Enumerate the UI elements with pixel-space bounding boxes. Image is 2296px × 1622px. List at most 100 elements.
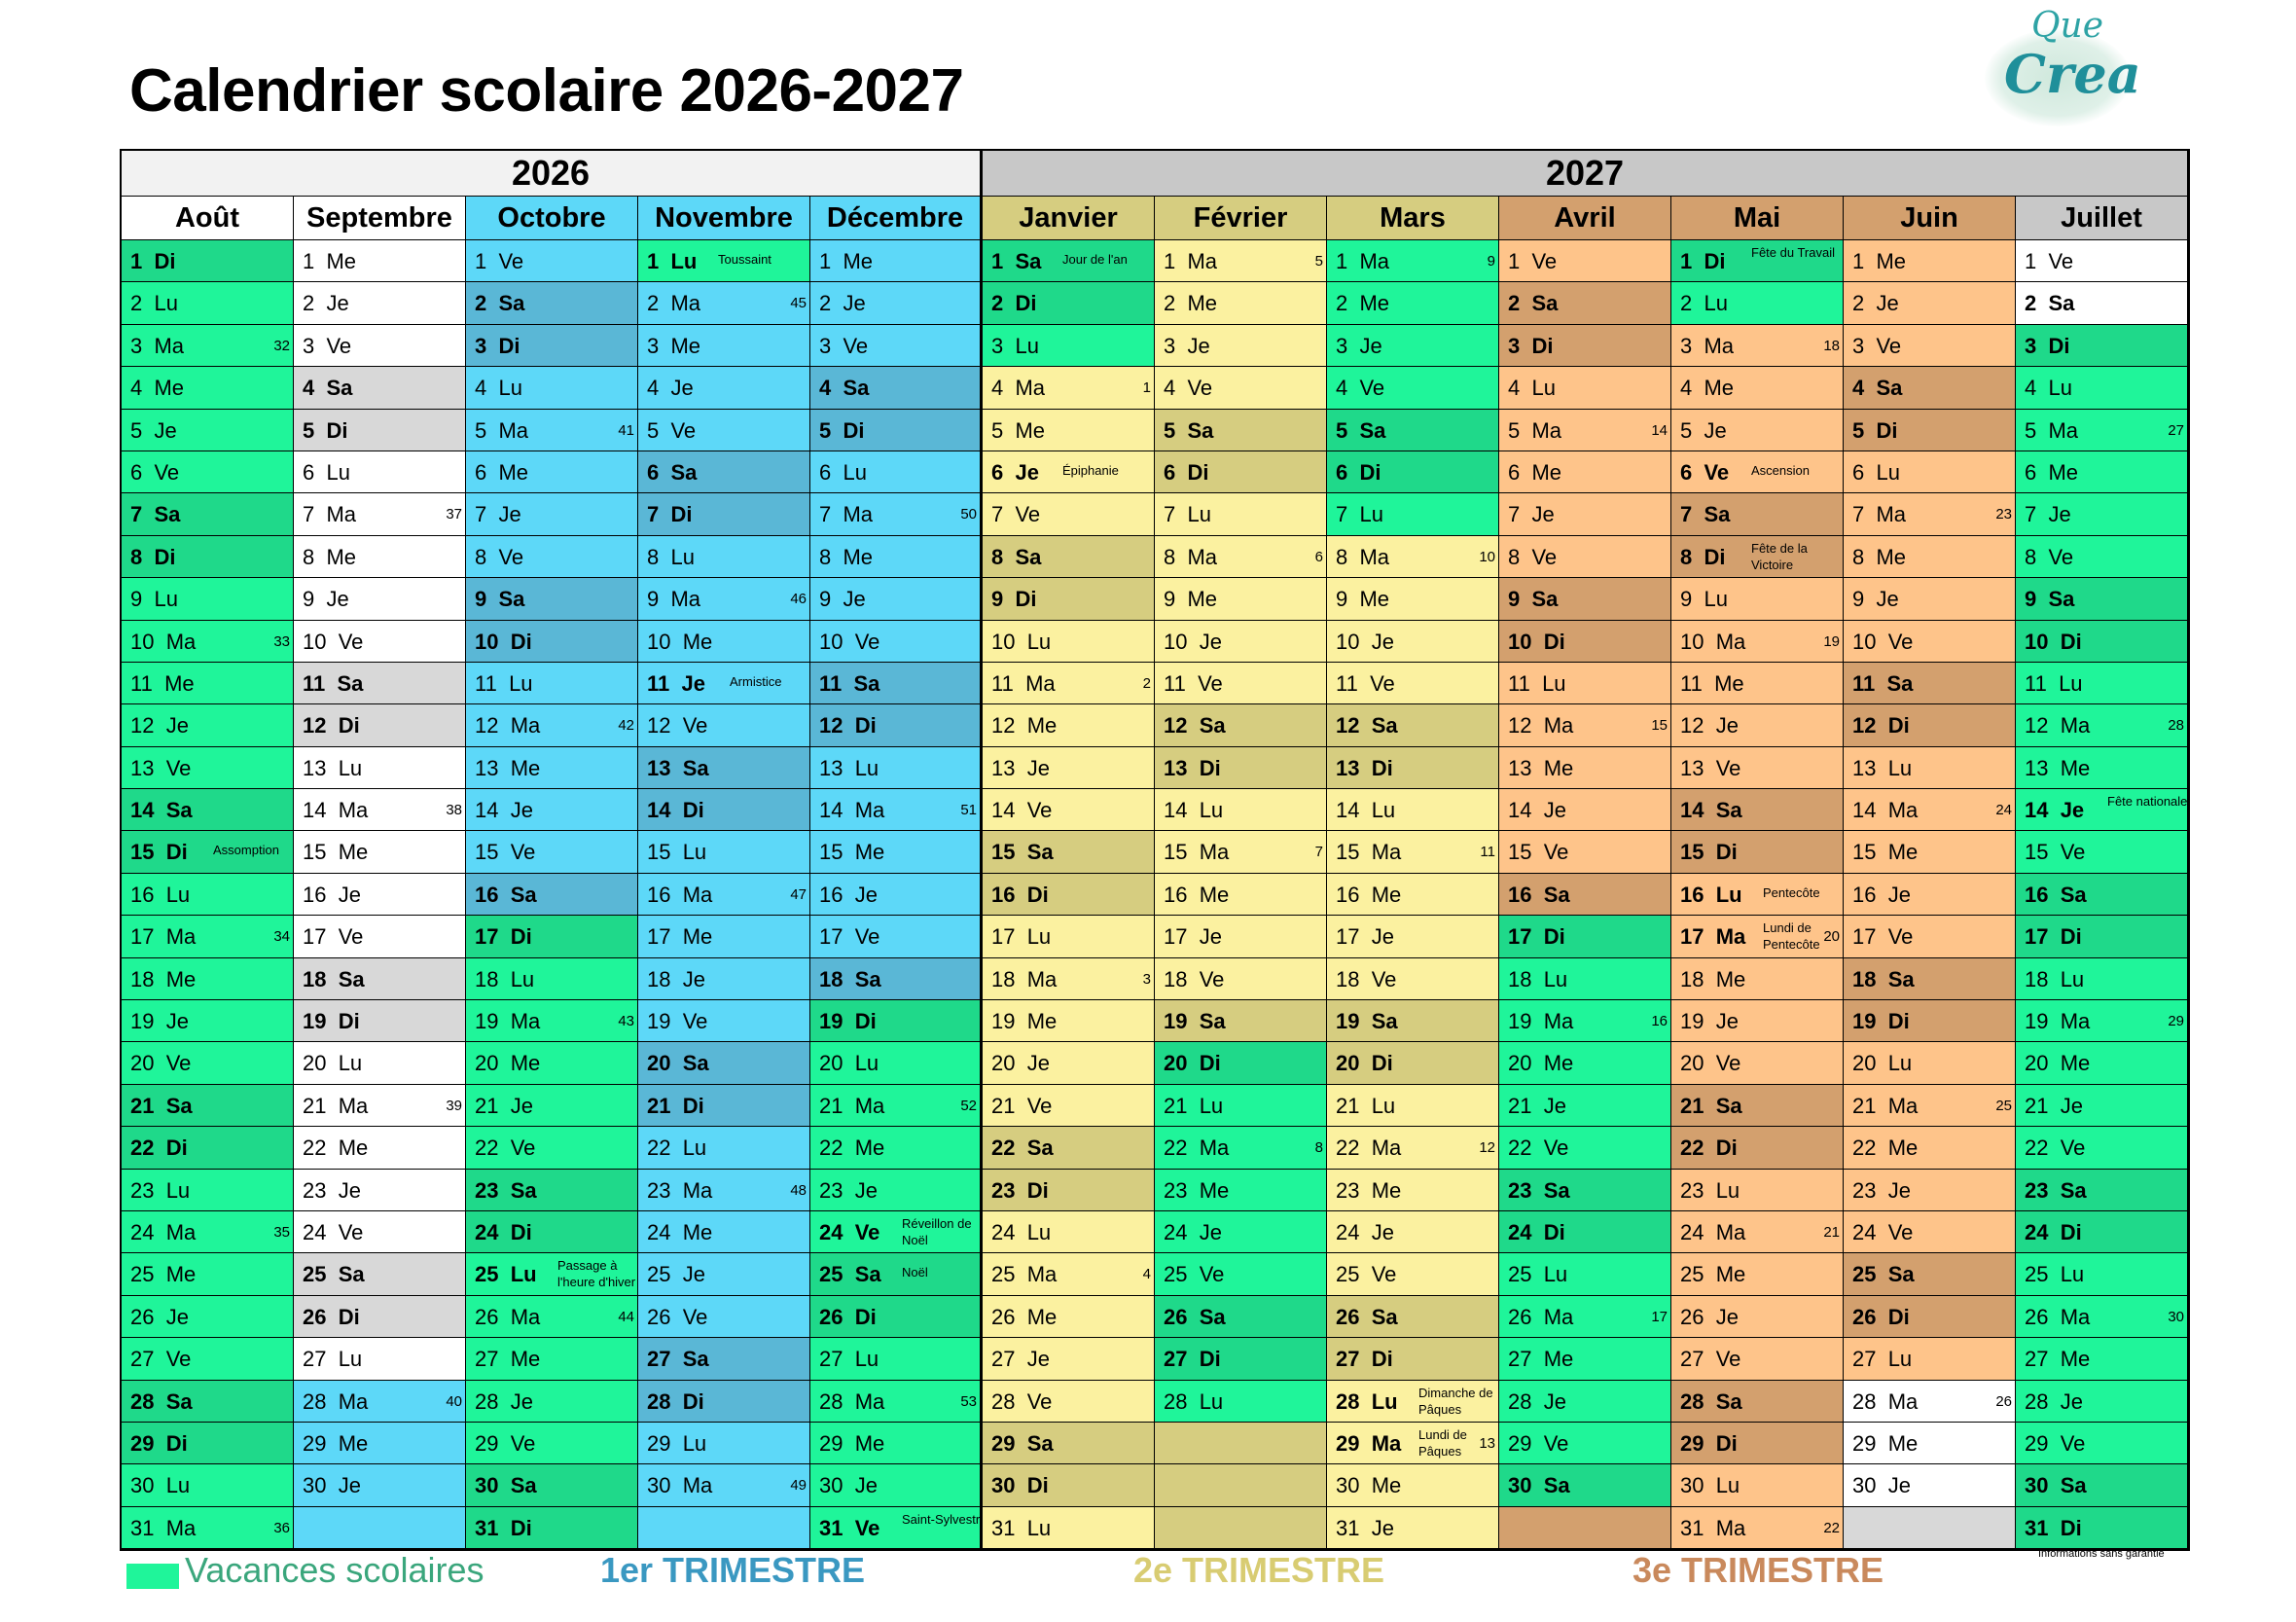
day-label: 2 Je (303, 291, 349, 316)
week-number: 19 (1823, 632, 1840, 650)
day-label: 12 Sa (1164, 713, 1226, 739)
day-label: 29 Di (130, 1430, 188, 1456)
day-label: 5 Di (1852, 417, 1898, 443)
day-label: 23 Ma (647, 1177, 713, 1203)
day-cell: 26 Sa (1327, 1295, 1499, 1339)
day-label: 19 Ma (475, 1009, 541, 1034)
day-cell: 30 Sa (1499, 1464, 1671, 1507)
month-header: Avril (1499, 197, 1671, 240)
day-cell: 30 Je (810, 1464, 983, 1507)
day-label: 28 Je (2025, 1388, 2083, 1414)
week-number: 28 (2168, 717, 2184, 735)
day-label: 9 Sa (1508, 587, 1559, 612)
day-cell: 26 Di (294, 1295, 466, 1339)
day-cell: 10 Ma 19 (1671, 620, 1844, 663)
day-cell: 11 Sa (294, 662, 466, 705)
day-cell: 22 Me (810, 1127, 983, 1170)
day-cell: 29 Lu (638, 1422, 810, 1465)
day-cell: 2 Je (294, 282, 466, 325)
day-label: 6 Ve (1680, 459, 1730, 485)
day-cell: 1 Sa Jour de l'an (983, 240, 1155, 283)
day-cell: 4 Lu (2016, 367, 2188, 410)
day-cell: 22 Me (1844, 1127, 2016, 1170)
day-label: 4 Ve (1336, 376, 1385, 401)
day-cell: 3 Di (466, 324, 638, 368)
week-number: 16 (1651, 1013, 1668, 1030)
day-cell: 28 Ve (983, 1380, 1155, 1423)
day-cell: 1 Ma 5 (1155, 240, 1327, 283)
day-cell: 5 Ma 14 (1499, 409, 1671, 451)
day-cell: 22 Ma 8 (1155, 1127, 1327, 1170)
day-cell: 5 Je (1671, 409, 1844, 451)
week-number: 9 (1487, 253, 1495, 270)
day-cell: 19 Je (122, 1000, 294, 1043)
day-cell: 16 Di (983, 873, 1155, 917)
day-cell: 14 Je Fête nationale (2016, 789, 2188, 832)
day-label: 15 Ve (475, 840, 536, 865)
day-cell: 20 Lu (810, 1042, 983, 1085)
day-cell: 4 Lu (1499, 367, 1671, 410)
day-cell: 26 Ve (638, 1295, 810, 1339)
day-label: 27 Me (2025, 1347, 2091, 1372)
day-cell: 13 Lu (810, 746, 983, 790)
day-cell: 3 Ve (1844, 324, 2016, 368)
day-cell: 28 Sa (122, 1380, 294, 1423)
day-cell: 26 Je (1671, 1295, 1844, 1339)
day-label: 25 Ve (1336, 1262, 1397, 1287)
week-number: 27 (2168, 421, 2184, 439)
day-label: 21 Ma (819, 1093, 885, 1118)
day-cell: 21 Je (466, 1084, 638, 1128)
day-cell: 14 Je (1499, 789, 1671, 832)
day-cell: 21 Je (1499, 1084, 1671, 1128)
day-label: 21 Je (2025, 1093, 2083, 1118)
day-cell: 3 Ve (294, 324, 466, 368)
day-cell: 2 Sa (1499, 282, 1671, 325)
day-cell: 9 Lu (122, 578, 294, 621)
day-label: 13 Ve (130, 755, 192, 780)
week-number: 4 (1142, 1266, 1151, 1283)
legend-trimestre-3: 3e TRIMESTRE (1632, 1550, 1884, 1590)
day-cell: 5 Di (810, 409, 983, 451)
day-label: 27 Sa (647, 1347, 709, 1372)
week-number: 23 (1995, 506, 2012, 523)
day-cell: 31 Di (466, 1506, 638, 1550)
day-cell: 8 Ve (2016, 535, 2188, 579)
month-header: Juin (1844, 197, 2016, 240)
day-cell: 2 Sa (2016, 282, 2188, 325)
day-cell: 27 Ve (122, 1338, 294, 1381)
week-number: 44 (618, 1308, 634, 1325)
day-label: 24 Je (1164, 1219, 1222, 1244)
day-label: 27 Je (991, 1347, 1050, 1372)
day-label: 27 Di (1164, 1347, 1221, 1372)
day-cell: 3 Me (638, 324, 810, 368)
day-label: 15 Me (1852, 840, 1919, 865)
day-cell: 25 Sa Noël (810, 1253, 983, 1296)
day-label: 22 Lu (647, 1135, 707, 1161)
empty-day-cell (294, 1506, 466, 1550)
day-label: 4 Sa (1852, 376, 1903, 401)
day-cell: 28 Ma 40 (294, 1380, 466, 1423)
day-cell: 4 Sa (810, 367, 983, 410)
day-label: 10 Lu (991, 629, 1052, 654)
day-cell: 15 Me (294, 831, 466, 874)
day-label: 29 Me (819, 1430, 885, 1456)
day-cell: 26 Sa (1155, 1295, 1327, 1339)
day-cell: 11 Je Armistice (638, 662, 810, 705)
day-cell: 10 Je (1155, 620, 1327, 663)
day-label: 13 Je (991, 755, 1050, 780)
empty-day-cell (638, 1506, 810, 1550)
day-cell: 25 Sa (294, 1253, 466, 1296)
day-cell: 2 Lu (1671, 282, 1844, 325)
day-label: 8 Ve (475, 544, 524, 569)
day-label: 11 Je (647, 670, 705, 696)
holiday-label: Noël (902, 1265, 928, 1280)
day-cell: 25 Lu (1499, 1253, 1671, 1296)
week-number: 37 (446, 506, 462, 523)
day-label: 4 Sa (303, 376, 353, 401)
day-label: 30 Lu (130, 1473, 191, 1498)
day-label: 24 Je (1336, 1219, 1394, 1244)
day-label: 25 Je (647, 1262, 705, 1287)
day-cell: 8 Me (294, 535, 466, 579)
day-label: 19 Sa (1164, 1009, 1226, 1034)
day-label: 16 Je (819, 882, 878, 907)
